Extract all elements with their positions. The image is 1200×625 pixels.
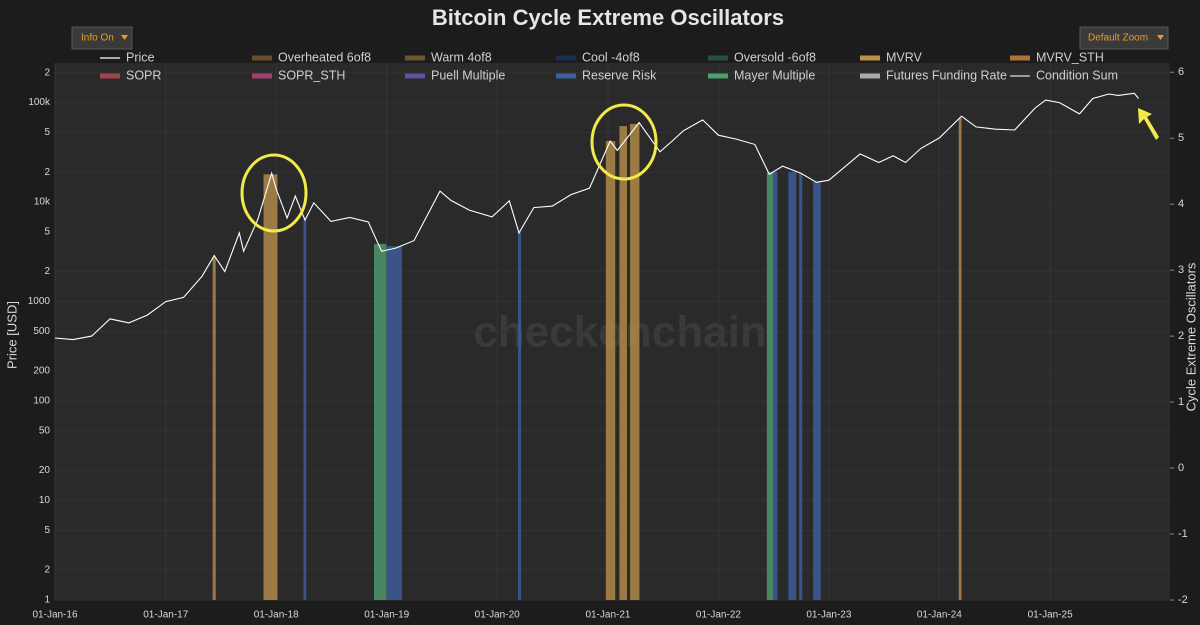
bands [212,117,962,601]
y2-tick-label: 1 [1178,396,1184,408]
x-tick-label: 01-Jan-19 [364,610,409,621]
button-caret[interactable] [121,35,128,40]
condition-band [212,257,216,600]
condition-band [813,181,821,600]
y2-tick-label: 0 [1178,462,1184,474]
condition-band [263,174,278,600]
button-caret[interactable] [1157,35,1164,40]
x-tick-label: 01-Jan-18 [254,610,299,621]
condition-band [766,172,774,600]
condition-band [386,246,402,600]
y2-tick-label: 5 [1178,132,1184,144]
y-tick-label: 10 [39,495,51,506]
condition-band [619,126,628,600]
condition-band [788,172,797,600]
y2-tick-label: -1 [1178,528,1188,540]
legend-label: Price [126,50,155,64]
legend-label: Puell Multiple [431,68,505,82]
y-tick-label: 1000 [28,296,51,307]
price-line [54,92,1139,341]
y2-tick-label: 6 [1178,66,1184,78]
arrow [1138,108,1159,140]
annotations [240,103,1159,233]
condition-band [605,141,616,601]
zoom-button[interactable]: Default Zoom [1079,26,1169,50]
legend-label: Cool -4of8 [582,50,640,64]
y-tick-label: 2 [44,167,50,178]
y-tick-label: 200 [33,366,50,377]
legend-label: SOPR [126,68,161,82]
y2-axis-title: Cycle Extreme Oscillators [1183,262,1198,411]
legend: Price Overheated 6of8 Warm 4of8 Cool -4of8 O… [100,50,1118,82]
x-tick-label: 01-Jan-24 [917,610,962,621]
condition-band [374,243,387,600]
x-tick-label: 01-Jan-20 [475,610,520,621]
legend-label: MVRV [886,50,923,64]
x-tick-label: 01-Jan-23 [806,610,851,621]
y-tick-label: 2 [44,266,50,277]
lines [54,92,1139,341]
highlight-circle [240,153,308,233]
condition-band [630,123,640,601]
y-tick-label: 2 [44,565,50,576]
button-box[interactable] [71,26,133,50]
y2-tick-label: 2 [1178,330,1184,342]
y-tick-label: 100 [33,396,50,407]
y-tick-label: 5 [44,227,50,238]
x-tick-label: 01-Jan-17 [143,610,188,621]
condition-band [958,117,962,600]
y-axis-title: Price [USD] [4,301,19,369]
legend-label: Oversold -6of8 [734,50,816,64]
y2-tick-label: -2 [1178,594,1188,606]
y-tick-label: 1 [44,595,50,606]
chart-title: Bitcoin Cycle Extreme Oscillators [432,5,784,30]
y2-tick-label: 4 [1178,198,1184,210]
legend-label: MVRV_STH [1036,50,1104,64]
info-button[interactable]: Info On [71,26,133,50]
legend-label: Warm 4of8 [431,50,492,64]
x-tick-label: 01-Jan-25 [1028,610,1073,621]
legend-label: Reserve Risk [582,68,657,82]
y-tick-label: 5 [44,127,50,138]
axes: 12510205010020050010002510k25100k2-2-101… [28,66,1188,620]
x-tick-label: 01-Jan-22 [696,610,741,621]
y-tick-label: 20 [39,465,51,476]
legend-label: Mayer Multiple [734,68,815,82]
y-tick-label: 2 [44,67,50,78]
button-box[interactable] [1079,26,1169,50]
condition-band [773,172,778,600]
y-tick-label: 100k [28,97,51,108]
legend-label: SOPR_STH [278,68,345,82]
y2-tick-label: 3 [1178,264,1184,276]
x-tick-label: 01-Jan-21 [585,610,630,621]
button-label[interactable]: Default Zoom [1088,33,1148,44]
y-tick-label: 10k [34,197,51,208]
legend-label: Condition Sum [1036,68,1118,82]
condition-band [799,173,803,600]
condition-band [518,232,522,600]
y-tick-label: 5 [44,525,50,536]
x-tick-label: 01-Jan-16 [32,610,77,621]
button-label[interactable]: Info On [81,33,114,44]
y-tick-label: 50 [39,426,51,437]
legend-label: Futures Funding Rate [886,68,1007,82]
condition-band [303,218,307,600]
y-tick-label: 500 [33,326,50,337]
legend-label: Overheated 6of8 [278,50,371,64]
highlight-circle [590,103,658,181]
